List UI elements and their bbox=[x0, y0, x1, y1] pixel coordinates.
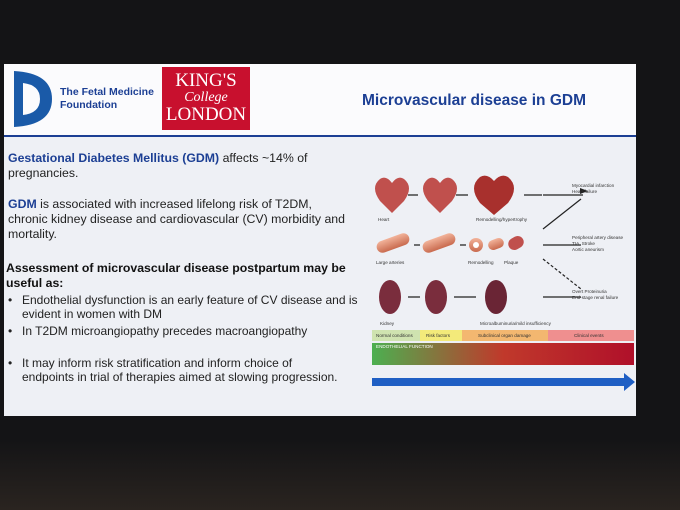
diagram-label: Plaque bbox=[504, 260, 519, 265]
stage-box bbox=[462, 330, 548, 341]
stage-box bbox=[420, 330, 462, 341]
diagram-label: Kidney bbox=[380, 321, 395, 326]
stage-label: Clinical events bbox=[574, 333, 604, 338]
slide: The Fetal Medicine Foundation KING'S Col… bbox=[4, 64, 636, 416]
endothelial-bar bbox=[372, 343, 634, 365]
kidney-row bbox=[379, 280, 581, 314]
kings-logo: KING'S College LONDON bbox=[162, 67, 250, 130]
logo-line: College bbox=[184, 90, 228, 105]
bullet: In T2DM microangiopathy precedes macroan… bbox=[4, 324, 367, 338]
bullet: Endothelial dysfunction is an early feat… bbox=[4, 293, 367, 321]
highlight: Gestational Diabetes Mellitus (GDM) bbox=[8, 151, 220, 165]
risk: GDM is associated with increased lifelon… bbox=[8, 197, 353, 242]
diagram-label: Remodelling bbox=[468, 260, 494, 265]
artery-row bbox=[376, 233, 582, 290]
intro: Gestational Diabetes Mellitus (GDM) affe… bbox=[8, 151, 338, 181]
stage-box bbox=[372, 330, 420, 341]
bullet: It may inform risk stratification and in… bbox=[4, 356, 342, 384]
highlight: GDM bbox=[8, 197, 37, 211]
logo-line: KING'S bbox=[175, 70, 237, 91]
stage-label: Normal conditions bbox=[376, 333, 413, 338]
logo-line: LONDON bbox=[165, 104, 247, 125]
diagram-label: Peripheral artery disease bbox=[572, 235, 624, 240]
slide-title: Microvascular disease in GDM bbox=[362, 92, 586, 109]
fmf-logo bbox=[14, 71, 52, 127]
diagram-label: End-stage renal failure bbox=[572, 295, 619, 300]
stage-label: Risk factors bbox=[426, 333, 451, 338]
diagram-label: Overt Proteinuria bbox=[572, 289, 607, 294]
text: affects ~14% of pregnancies. bbox=[8, 151, 308, 180]
diagram-label: Heart bbox=[378, 217, 390, 222]
text: is associated with increased lifelong ri… bbox=[8, 197, 345, 241]
heart-row bbox=[375, 175, 588, 230]
diagram-label: Large arteries bbox=[376, 260, 405, 265]
progression-arrow bbox=[372, 373, 635, 391]
audience bbox=[0, 440, 680, 510]
diagram-label: TIA, Stroke bbox=[572, 241, 595, 246]
diagram-label: Myocardial infarction bbox=[572, 183, 615, 188]
stage-label: Subclinical organ damage bbox=[478, 333, 531, 338]
header: The Fetal Medicine Foundation KING'S Col… bbox=[4, 64, 636, 137]
diagram-label: Remodelling/hypertrophy bbox=[476, 217, 528, 222]
org-name: The Fetal Medicine Foundation bbox=[60, 86, 154, 111]
diagram-label: Aortic aneurism bbox=[572, 247, 604, 252]
function-label: ENDOTHELIAL FUNCTION bbox=[376, 344, 433, 349]
stage-box bbox=[548, 330, 634, 341]
diagram: Heart Remodelling/hypertrophy Myocardial… bbox=[372, 175, 635, 391]
assessment: Assessment of microvascular disease post… bbox=[6, 261, 346, 290]
diagram-label: Microalbuminuria/mild insufficiency bbox=[480, 321, 552, 326]
diagram-label: Heart failure bbox=[572, 189, 597, 194]
